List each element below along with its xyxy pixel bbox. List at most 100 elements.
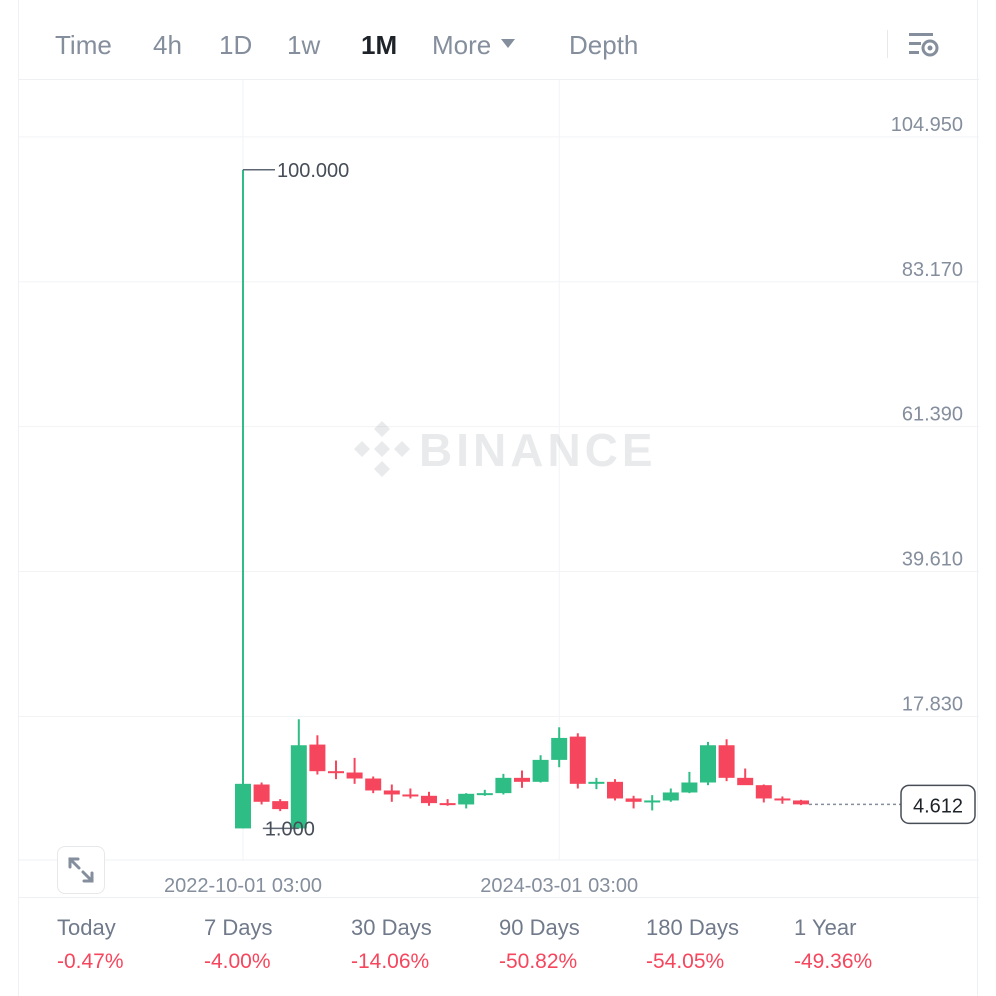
candle [365, 776, 382, 794]
fullscreen-button[interactable] [57, 846, 105, 894]
chart-toolbar: Time 4h 1D 1w 1M More Depth [19, 0, 979, 80]
candle [272, 799, 289, 812]
candle-body [625, 798, 642, 802]
candle-body [309, 744, 326, 772]
high-marker-label: 100.000 [277, 160, 349, 182]
last-price-label: 4.612 [913, 795, 963, 817]
candle-body [644, 800, 661, 803]
stat-180-days: 180 Days -54.05% [646, 912, 786, 980]
stat-label: 1 Year [794, 915, 857, 940]
candle-body [290, 745, 307, 829]
watermark-text: BINANCE [419, 424, 657, 476]
timeframe-4h[interactable]: 4h [153, 30, 182, 60]
candle [793, 799, 809, 806]
candle [625, 795, 642, 809]
stat-value: -50.82% [499, 950, 578, 973]
stat-value: -54.05% [646, 950, 725, 973]
caret-down-icon [501, 38, 516, 48]
candle-body [458, 793, 475, 805]
candle-body [365, 778, 382, 791]
candle [346, 757, 363, 784]
chart-area[interactable]: BINANCE 104.950 83.170 61.390 39.610 17.830 2… [19, 80, 979, 896]
chart-settings-icon[interactable] [907, 30, 941, 60]
stat-label: 7 Days [204, 915, 273, 940]
candle-body [439, 803, 456, 806]
candle-body [495, 777, 512, 794]
candle [495, 773, 512, 795]
timeframe-1m[interactable]: 1M [361, 30, 398, 60]
stat-label: Today [57, 915, 116, 940]
more-label: More [432, 30, 492, 60]
candle [328, 760, 344, 780]
candle-body [700, 745, 716, 783]
chart-panel: Time 4h 1D 1w 1M More Depth [18, 0, 979, 996]
candle [588, 777, 605, 790]
candle-body [662, 792, 679, 801]
depth-tab[interactable]: Depth [569, 30, 639, 60]
more-dropdown[interactable]: More [432, 28, 516, 62]
candle [569, 733, 586, 789]
candle [737, 768, 754, 786]
candle [458, 793, 475, 809]
toolbar-divider [887, 30, 888, 58]
y-tick-label: 104.950 [891, 114, 963, 136]
stat-90-days: 90 Days -50.82% [499, 912, 639, 980]
candle [607, 779, 623, 801]
candle [644, 795, 661, 811]
candle [532, 755, 549, 783]
candle [290, 719, 307, 829]
candle [755, 784, 772, 803]
candle-body [569, 736, 586, 784]
candle-body [588, 781, 605, 784]
stat-value: -4.00% [204, 950, 271, 973]
timeframe-time[interactable]: Time [55, 30, 112, 60]
candle [774, 796, 791, 804]
last-price-tag [900, 784, 976, 825]
candle-body [793, 800, 809, 805]
y-tick-label: 83.170 [902, 259, 963, 281]
candle [718, 739, 735, 782]
candle-body [718, 745, 735, 778]
candle [421, 791, 437, 806]
stat-label: 90 Days [499, 915, 580, 940]
candle [402, 788, 419, 799]
candle [309, 735, 326, 775]
candle [383, 784, 400, 802]
stat-label: 180 Days [646, 915, 739, 940]
candle [514, 770, 530, 788]
stat-30-days: 30 Days -14.06% [351, 912, 491, 980]
y-tick-label: 39.610 [902, 549, 963, 571]
candle [551, 727, 568, 768]
candle-body [253, 784, 270, 802]
stat-7-days: 7 Days -4.00% [204, 912, 344, 980]
candle-body [476, 793, 493, 796]
candle-body [532, 759, 549, 782]
timeframe-1w[interactable]: 1w [287, 30, 321, 60]
candle [700, 741, 716, 786]
candle-body [346, 772, 363, 779]
stat-label: 30 Days [351, 915, 432, 940]
candle-body [755, 785, 772, 799]
stat-value: -49.36% [794, 950, 873, 973]
candle-body [383, 790, 400, 795]
candle-body [328, 771, 344, 774]
candle-body [514, 777, 530, 782]
timeframe-1d[interactable]: 1D [219, 30, 253, 60]
candle [681, 771, 698, 794]
settings-icon-graphic [909, 33, 939, 57]
x-tick-label: 2022-10-01 03:00 [164, 875, 322, 896]
price-change-stats: Today -0.47% 7 Days -4.00% 30 Days -14.0… [19, 897, 979, 996]
stat-today: Today -0.47% [57, 912, 197, 980]
candlestick-chart[interactable]: BINANCE 104.950 83.170 61.390 39.610 17.830 2… [19, 80, 979, 896]
stat-value: -14.06% [351, 950, 430, 973]
candle-body [235, 783, 251, 829]
y-tick-label: 61.390 [902, 404, 963, 426]
candle [253, 782, 270, 805]
candle-body [607, 781, 623, 799]
expand-icon [68, 857, 94, 883]
candle-body [551, 737, 568, 760]
candle-body [402, 794, 419, 797]
watermark: BINANCE [354, 421, 657, 477]
low-marker-label: 1.000 [265, 818, 315, 840]
x-tick-label: 2024-03-01 03:00 [480, 875, 638, 896]
